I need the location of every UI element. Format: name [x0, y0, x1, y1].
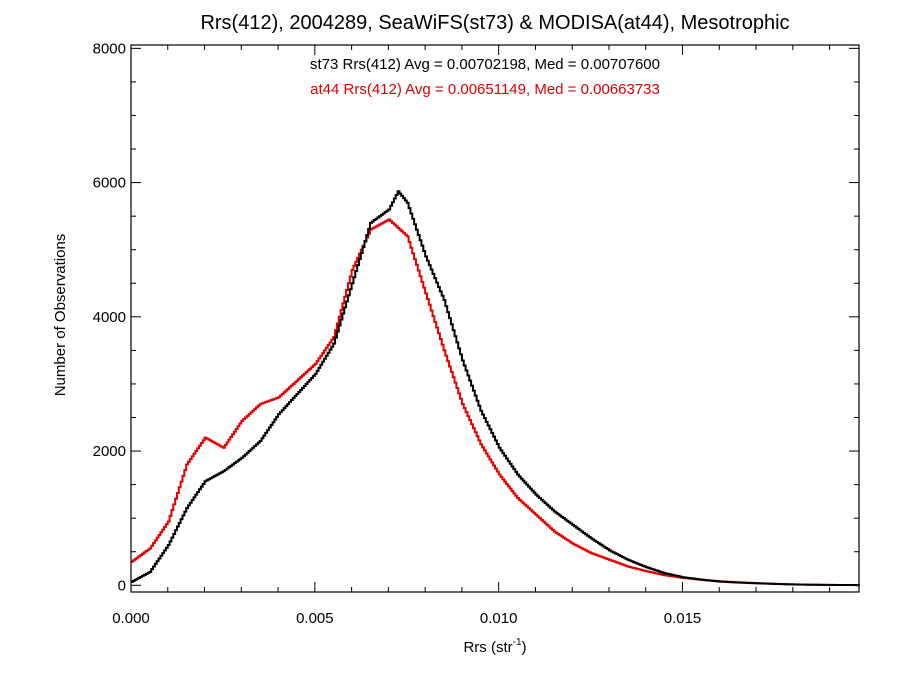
annotation-st73: st73 Rrs(412) Avg = 0.00702198, Med = 0.… [310, 56, 660, 73]
x-axis-label-base: Rrs (str [463, 639, 512, 656]
y-tick-label: 0 [118, 577, 126, 594]
chart-title: Rrs(412), 2004289, SeaWiFS(st73) & MODIS… [200, 12, 789, 34]
series-layer [131, 190, 860, 587]
series-st73-line [131, 190, 860, 587]
y-axis-label: Number of Observations [52, 234, 69, 397]
x-tick-label: 0.015 [664, 610, 702, 627]
x-axis-label-superscript: -1 [513, 637, 522, 648]
x-tick-label: 0.005 [296, 610, 334, 627]
axes-layer: 0.000 0.005 0.010 0.015 0 2000 4000 6000 8000 [93, 40, 859, 627]
annotation-at44: at44 Rrs(412) Avg = 0.00651149, Med = 0.… [310, 81, 660, 98]
x-axis-label-close: ) [522, 639, 527, 656]
plot-frame [130, 44, 860, 593]
x-tick-label: 0.000 [112, 610, 150, 627]
y-tick-label: 2000 [93, 443, 126, 460]
y-tick-label: 6000 [93, 175, 126, 192]
x-tick-label: 0.010 [480, 610, 518, 627]
x-axis-label: Rrs (str-1) [463, 637, 526, 656]
y-tick-label: 4000 [93, 309, 126, 326]
y-tick-label: 8000 [93, 40, 126, 57]
